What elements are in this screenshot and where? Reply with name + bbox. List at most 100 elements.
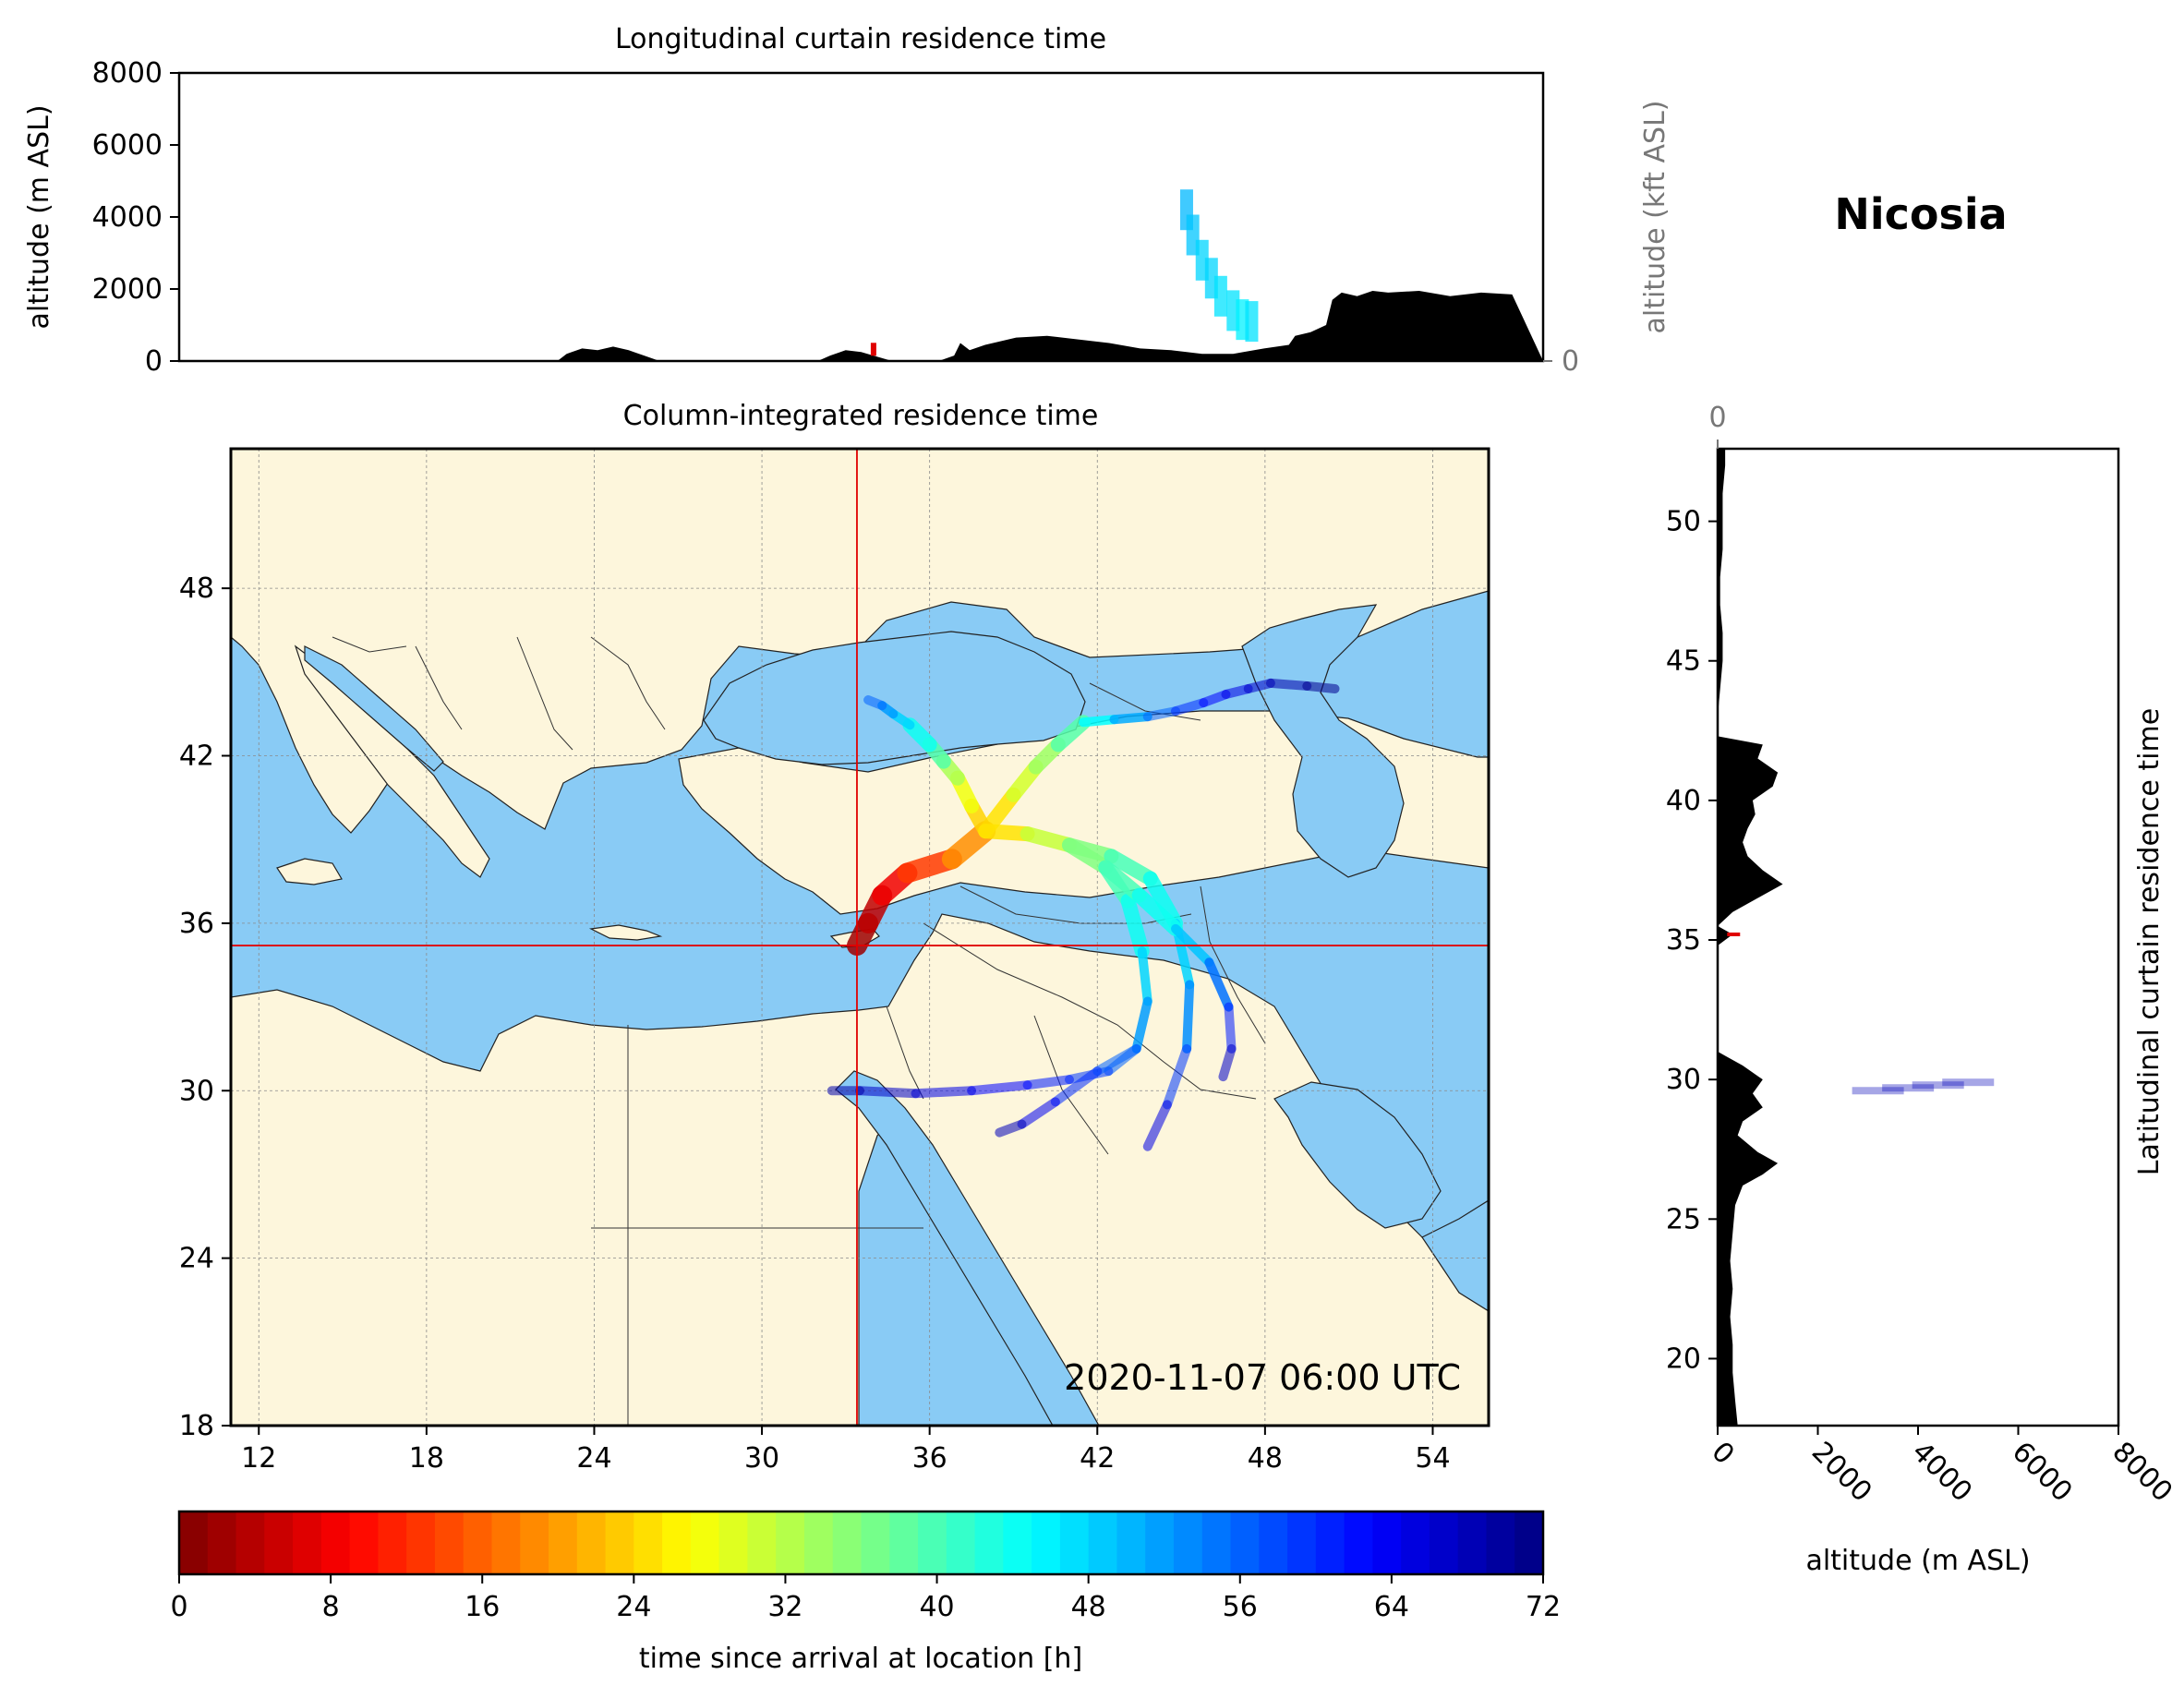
colorbar-step [378,1511,407,1574]
longitudinal-y-tick-label: 4000 [92,201,163,234]
colorbar-step [605,1511,634,1574]
map-y-tick-label: 24 [179,1243,214,1275]
colorbar-step [349,1511,379,1574]
land-europe [231,449,1489,834]
map-panel: Column-integrated residence time [179,400,1490,1475]
map-y-tick-label: 18 [179,1410,214,1442]
map-x-tick-label: 36 [912,1442,947,1475]
colorbar-tick-label: 0 [170,1591,187,1623]
trajectory-segment [911,1086,977,1099]
map-x-ticks: 12 18 24 30 36 42 48 54 [241,1426,1451,1475]
latitudinal-plume-cell [1912,1081,1964,1090]
latitudinal-x-ticks: 0 2000 4000 6000 8000 [1705,1426,2178,1509]
colorbar-step [1259,1511,1288,1574]
trajectory-segment [1204,957,1234,1012]
latitudinal-top-tick-label: 0 [1708,402,1726,434]
longitudinal-y-tick-label: 0 [145,345,163,378]
colorbar-step [889,1511,919,1574]
trajectory-segment [1171,698,1209,717]
timestamp-label: 2020-11-07 06:00 UTC [1064,1357,1461,1398]
colorbar-step [463,1511,493,1574]
location-title: Nicosia [1834,189,2007,239]
longitudinal-ylabel: altitude (m ASL) [23,104,55,329]
colorbar-step [1059,1511,1090,1574]
trajectory-segment [1131,887,1184,936]
colorbar-tick-label: 72 [1526,1591,1561,1623]
latitudinal-x-tick-label: 0 [1705,1436,1740,1471]
trajectory-segment [1265,678,1312,691]
colorbar-step [1287,1511,1317,1574]
trajectory-segment [1224,1002,1237,1054]
colorbar-gradient [179,1511,1544,1574]
colorbar-step [1429,1511,1459,1574]
map-x-tick-label: 30 [744,1442,779,1475]
latitudinal-top-ticks: 050100 [1708,402,1727,449]
land-sicily [276,858,343,885]
latitudinal-y-tick-label: 50 [1666,506,1701,538]
sea-red-sea [835,1070,1100,1426]
longitudinal-panel: Longitudinal curtain residence time 0 200… [23,23,1671,378]
colorbar-step [406,1511,436,1574]
map-y-tick-label: 48 [179,572,214,605]
latitudinal-y-tick-label: 30 [1666,1064,1701,1096]
latitudinal-y-tick-label: 25 [1666,1203,1701,1235]
trajectory-segment [1131,996,1152,1054]
trajectory-segment [855,1086,921,1099]
latitudinal-y-tick-label: 35 [1666,924,1701,957]
colorbar-step [861,1511,890,1574]
colorbar-step [264,1511,294,1574]
trajectory-segment [1218,1043,1237,1082]
trajectory-segment [967,1080,1032,1096]
trajectory-segment [1104,849,1158,886]
colorbar-step [576,1511,607,1574]
colorbar-step [747,1511,777,1574]
colorbar-tick-label: 40 [919,1591,954,1623]
colorbar-step [1088,1511,1118,1574]
sea-adriatic [304,645,444,772]
longitudinal-y-ticks: 0 2000 4000 6000 8000 [92,57,179,378]
map-x-tick-label: 42 [1080,1442,1115,1475]
colorbar-step [1116,1511,1146,1574]
colorbar-step [320,1511,351,1574]
longitudinal-y-tick-label: 8000 [92,57,163,90]
colorbar-step [293,1511,322,1574]
map-title: Column-integrated residence time [623,400,1099,432]
colorbar-step [1486,1511,1515,1574]
trajectory-segment [1302,680,1340,693]
longitudinal-plume-cell [1213,275,1227,317]
sea-persian-gulf [1273,1081,1442,1229]
latitudinal-x-tick-label: 8000 [2106,1436,2178,1509]
colorbar-step [1315,1511,1345,1574]
longitudinal-background [179,73,1543,361]
trajectory-segment [1092,1043,1141,1077]
colorbar: 0 8 16 24 32 40 48 56 64 72 time since arrival at… [170,1510,1561,1675]
trajectory-segment [1109,712,1152,725]
colorbar-step [718,1511,749,1574]
colorbar-step [1344,1511,1373,1574]
colorbar-step [974,1511,1004,1574]
land-crete [588,924,663,941]
colorbar-step [803,1511,834,1574]
longitudinal-plume-cell [1245,301,1259,343]
colorbar-step [520,1511,549,1574]
sea-caspian [1241,604,1405,878]
colorbar-step [1201,1511,1232,1574]
colorbar-step [1457,1511,1488,1574]
longitudinal-right-ticks: 050100 [1543,345,1579,378]
colorbar-step [946,1511,976,1574]
colorbar-step [549,1511,578,1574]
map-y-ticks: 18 24 30 36 42 48 [179,572,231,1442]
latitudinal-plume-cell [1852,1087,1904,1095]
map-frame [229,447,1490,1427]
colorbar-step [918,1511,947,1574]
longitudinal-terrain [179,290,1543,361]
colorbar-frame [177,1510,1545,1576]
colorbar-tick-label: 8 [322,1591,340,1623]
trajectory-segment [1142,1100,1172,1151]
colorbar-step [776,1511,805,1574]
latitudinal-title: Latitudinal curtain residence time [2133,708,2166,1175]
colorbar-step [491,1511,521,1574]
latitudinal-y-tick-label: 45 [1666,645,1701,678]
longitudinal-y-tick-label: 6000 [92,129,163,162]
